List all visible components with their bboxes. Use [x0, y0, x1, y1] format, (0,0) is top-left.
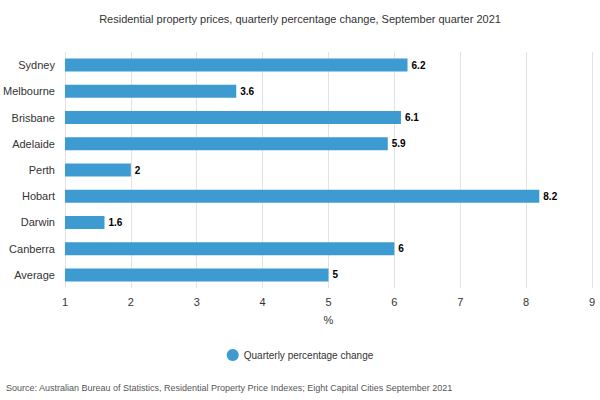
svg-text:5: 5: [325, 296, 331, 308]
svg-text:5.9: 5.9: [392, 138, 406, 149]
svg-text:Canberra: Canberra: [9, 243, 56, 255]
svg-text:7: 7: [457, 296, 463, 308]
svg-text:8.2: 8.2: [543, 191, 557, 202]
svg-text:4: 4: [260, 296, 266, 308]
svg-text:9: 9: [589, 296, 595, 308]
svg-text:Adelaide: Adelaide: [12, 138, 55, 150]
svg-text:8: 8: [523, 296, 529, 308]
svg-text:Source: Australian Bureau of S: Source: Australian Bureau of Statistics,…: [6, 383, 452, 393]
svg-text:6: 6: [391, 296, 397, 308]
svg-text:Hobart: Hobart: [22, 190, 55, 202]
svg-text:6.2: 6.2: [412, 60, 426, 71]
svg-text:%: %: [324, 314, 334, 326]
svg-text:Brisbane: Brisbane: [12, 112, 55, 124]
svg-text:Darwin: Darwin: [21, 216, 55, 228]
svg-text:Average: Average: [14, 269, 55, 281]
svg-text:6: 6: [398, 243, 404, 254]
svg-text:3: 3: [194, 296, 200, 308]
svg-text:2: 2: [128, 296, 134, 308]
svg-text:5: 5: [332, 269, 338, 280]
svg-text:6.1: 6.1: [405, 112, 419, 123]
svg-text:Melbourne: Melbourne: [3, 85, 55, 97]
svg-text:Quarterly percentage change: Quarterly percentage change: [244, 350, 374, 361]
svg-text:Perth: Perth: [29, 164, 55, 176]
svg-text:Residential property prices, q: Residential property prices, quarterly p…: [99, 13, 501, 25]
svg-text:1: 1: [62, 296, 68, 308]
svg-text:1.6: 1.6: [109, 217, 123, 228]
svg-text:Sydney: Sydney: [18, 59, 55, 71]
svg-text:2: 2: [135, 165, 141, 176]
svg-text:3.6: 3.6: [240, 86, 254, 97]
